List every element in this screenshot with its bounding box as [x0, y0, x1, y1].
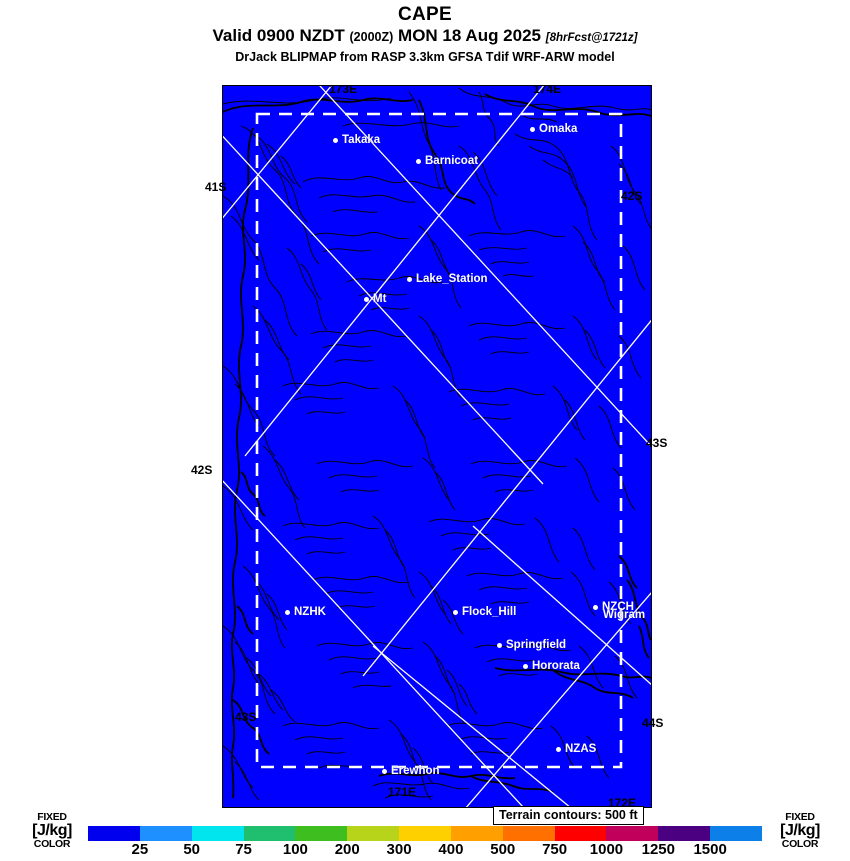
grid-label-44s-outer: 44S	[642, 716, 664, 730]
station-dot	[523, 664, 528, 669]
fixed-text-bottom: COLOR	[781, 838, 819, 850]
color-scale-tick-1250: 1250	[641, 841, 675, 858]
header: CAPE Valid 0900 NZDT (2000Z) MON 18 Aug …	[0, 0, 850, 65]
place-label-nzas: NZAS	[556, 743, 596, 756]
coastline	[223, 93, 651, 799]
color-band-3	[243, 826, 296, 841]
place-label-mt: Mt	[364, 293, 386, 306]
color-scale-bar[interactable]	[88, 826, 762, 841]
station-dot	[364, 297, 369, 302]
color-band-11	[658, 826, 711, 841]
fixed-text-top: FIXED	[37, 811, 67, 823]
grid-label-171e: 171E	[388, 785, 417, 799]
station-dot	[285, 610, 290, 615]
valid-date: MON 18 Aug 2025	[398, 26, 542, 45]
station-dot	[453, 610, 458, 615]
page-title: CAPE	[398, 4, 452, 25]
station-dot	[407, 277, 412, 282]
domain-boundary-box	[255, 112, 623, 769]
fixed-color-label-right: FIXED [J/kg] COLOR	[770, 812, 830, 850]
place-label-wigram: Wigram	[603, 609, 646, 621]
grid-label-43s-left: 43S	[235, 710, 257, 724]
color-band-2	[191, 826, 244, 841]
cape-field-fill	[223, 86, 651, 807]
grid-label-172e: 172E	[608, 796, 637, 808]
color-scale-ticks: 25 50 75 100 200 300 400 500 750 1000 1250 1500	[88, 841, 762, 861]
color-scale-tick-500: 500	[490, 841, 516, 858]
color-band-7	[450, 826, 503, 841]
grid-label-173e: 173E	[329, 85, 358, 96]
place-label-takaka: Takaka	[333, 134, 380, 147]
place-label-nzhk: NZHK	[285, 606, 326, 619]
color-scale-tick-1000: 1000	[589, 841, 624, 858]
valid-time-utc: (2000Z)	[349, 30, 394, 44]
station-dot	[556, 747, 561, 752]
grid-label-41s-outer: 41S	[205, 180, 227, 194]
fixed-text-top: FIXED	[785, 811, 815, 823]
station-dot	[530, 127, 535, 132]
color-band-5	[347, 826, 400, 841]
station-dot	[497, 643, 502, 648]
color-scale-tick-300: 300	[386, 841, 412, 858]
place-label-springfield: Springfield	[497, 639, 566, 652]
place-label-nzch: NZCH	[593, 601, 634, 614]
color-band-4	[295, 826, 348, 841]
station-dot	[382, 769, 387, 774]
color-band-12	[710, 826, 762, 841]
place-label-erewhon: Erewhon	[382, 765, 440, 778]
color-band-0	[88, 826, 140, 841]
fixed-color-label-left: FIXED [J/kg] COLOR	[22, 812, 82, 850]
color-scale-tick-100: 100	[282, 841, 308, 858]
valid-time-line: Valid 0900 NZDT (2000Z) MON 18 Aug 2025 …	[0, 26, 850, 48]
place-label-hororata: Hororata	[523, 660, 580, 673]
units-text: [J/kg]	[780, 822, 820, 839]
valid-time: Valid 0900 NZDT	[212, 26, 345, 45]
fixed-text-bottom: COLOR	[33, 838, 71, 850]
grid-label-42s-right: 42S	[621, 189, 643, 203]
forecast-tag: [8hrFcst@1721z]	[545, 32, 638, 44]
terrain-contour-note: Terrain contours: 500 ft	[493, 806, 644, 825]
lat-lon-grid	[223, 86, 651, 807]
station-dot	[416, 159, 421, 164]
station-dot	[593, 605, 598, 610]
place-label-lake-station: Lake_Station	[407, 273, 488, 286]
color-scale-tick-50: 50	[183, 841, 201, 858]
map-panel[interactable]: Takaka Omaka Barnicoat Lake_Station Mt N…	[222, 85, 652, 808]
color-scale-tick-75: 75	[235, 841, 252, 858]
station-dot	[333, 138, 338, 143]
units-text: [J/kg]	[32, 822, 72, 839]
place-label-omaka: Omaka	[530, 123, 577, 136]
color-band-1	[139, 826, 192, 841]
color-scale-tick-200: 200	[334, 841, 360, 858]
grid-label-43s-outer: 43S	[646, 436, 668, 450]
color-band-6	[399, 826, 451, 841]
color-scale-tick-400: 400	[438, 841, 464, 858]
model-line: DrJack BLIPMAP from RASP 3.3km GFSA Tdif…	[235, 50, 615, 64]
grid-label-174e: 174E	[533, 85, 562, 96]
place-label-barnicoat: Barnicoat	[416, 155, 478, 168]
color-band-10	[606, 826, 659, 841]
color-scale-tick-25: 25	[131, 841, 149, 858]
color-scale-tick-1500: 1500	[693, 841, 727, 858]
map-canvas	[223, 86, 651, 807]
color-scale-tick-750: 750	[542, 841, 568, 858]
color-band-9	[554, 826, 607, 841]
place-label-flock-hill: Flock_Hill	[453, 606, 516, 619]
grid-label-42s-outer: 42S	[191, 463, 213, 477]
color-band-8	[502, 826, 555, 841]
